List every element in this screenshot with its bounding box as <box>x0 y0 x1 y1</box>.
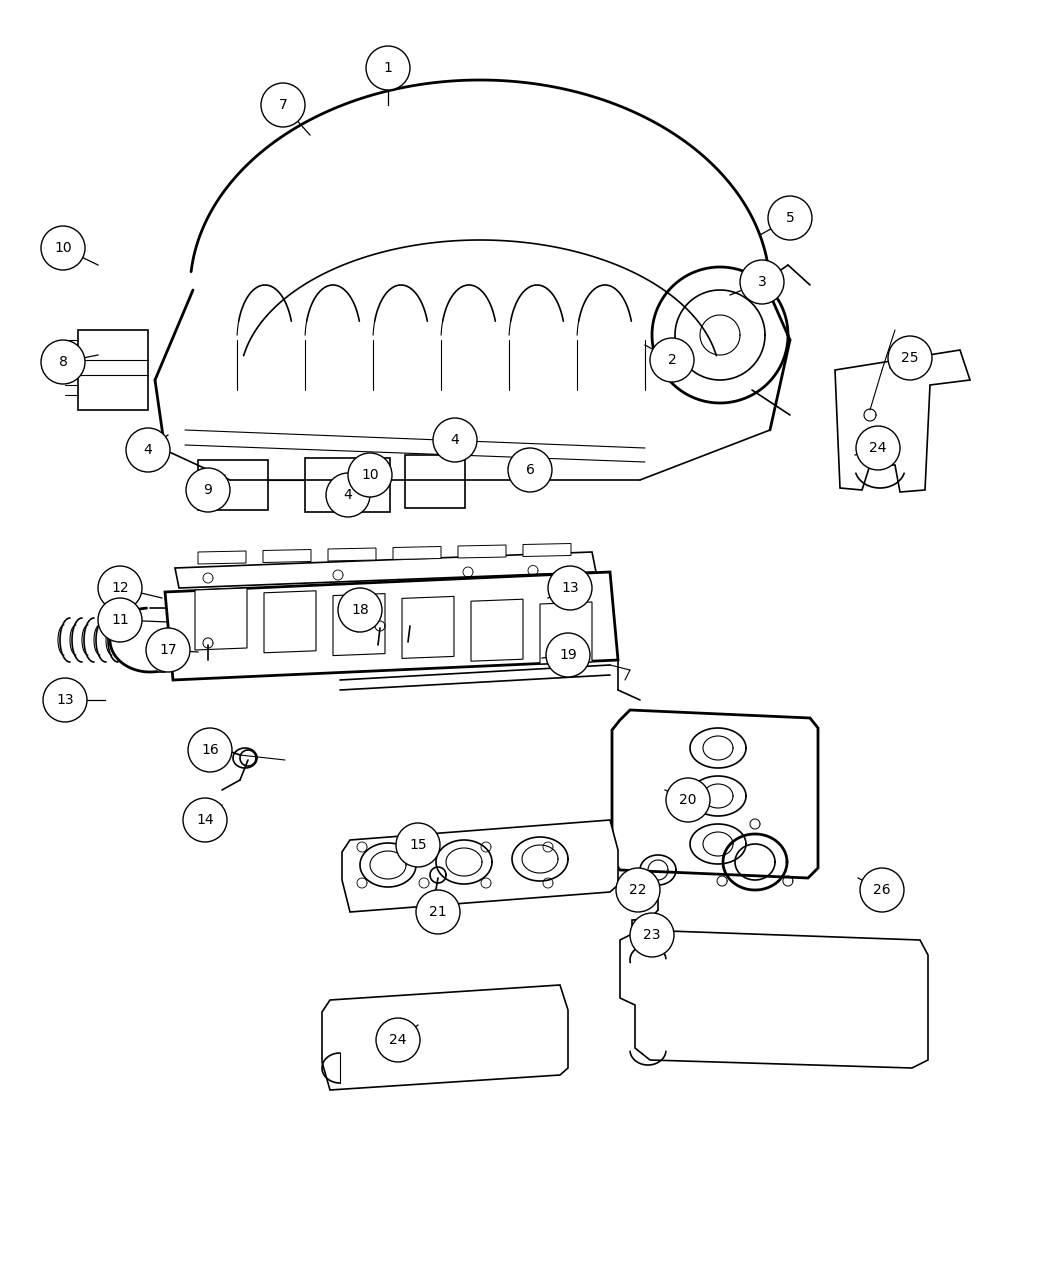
Text: 19: 19 <box>559 648 576 662</box>
Text: 12: 12 <box>111 581 129 595</box>
Polygon shape <box>322 986 568 1090</box>
Circle shape <box>630 913 674 958</box>
Text: 22: 22 <box>629 884 647 898</box>
Text: 13: 13 <box>57 694 74 708</box>
Text: 23: 23 <box>644 928 660 942</box>
Circle shape <box>366 46 410 91</box>
Circle shape <box>768 196 812 240</box>
Circle shape <box>338 588 382 632</box>
Text: 1: 1 <box>383 61 393 75</box>
Text: 20: 20 <box>679 793 697 807</box>
Polygon shape <box>333 594 385 655</box>
Text: 24: 24 <box>390 1033 406 1047</box>
Circle shape <box>183 798 227 842</box>
Circle shape <box>416 890 460 935</box>
Circle shape <box>616 868 660 912</box>
Polygon shape <box>304 458 390 513</box>
Circle shape <box>186 468 230 513</box>
Polygon shape <box>198 551 246 564</box>
Text: 14: 14 <box>196 813 214 827</box>
Circle shape <box>41 226 85 270</box>
Polygon shape <box>264 590 316 653</box>
Circle shape <box>98 566 142 609</box>
Text: 8: 8 <box>59 354 67 368</box>
Circle shape <box>860 868 904 912</box>
Polygon shape <box>175 552 596 588</box>
Circle shape <box>433 418 477 462</box>
Polygon shape <box>328 548 376 561</box>
Text: 3: 3 <box>758 275 766 289</box>
Circle shape <box>188 728 232 771</box>
Polygon shape <box>198 460 268 510</box>
Circle shape <box>348 453 392 497</box>
Circle shape <box>666 778 710 822</box>
Text: 26: 26 <box>874 884 890 898</box>
Text: 18: 18 <box>351 603 369 617</box>
Circle shape <box>261 83 304 128</box>
Circle shape <box>546 632 590 677</box>
Text: 2: 2 <box>668 353 676 367</box>
Polygon shape <box>165 572 618 680</box>
Polygon shape <box>342 820 618 912</box>
Circle shape <box>548 566 592 609</box>
Text: 25: 25 <box>901 351 919 365</box>
Polygon shape <box>540 602 592 664</box>
Circle shape <box>126 428 170 472</box>
Text: 7: 7 <box>278 98 288 112</box>
Circle shape <box>43 678 87 722</box>
Circle shape <box>650 338 694 382</box>
Polygon shape <box>393 547 441 560</box>
Polygon shape <box>471 599 523 662</box>
Polygon shape <box>620 929 928 1068</box>
Polygon shape <box>835 351 970 492</box>
Text: 15: 15 <box>410 838 426 852</box>
Polygon shape <box>405 455 465 507</box>
Text: 13: 13 <box>561 581 579 595</box>
Text: 24: 24 <box>869 441 887 455</box>
Circle shape <box>396 822 440 867</box>
Text: 10: 10 <box>55 241 71 255</box>
Text: 9: 9 <box>204 483 212 497</box>
Polygon shape <box>612 710 818 878</box>
Text: 4: 4 <box>343 488 353 502</box>
Polygon shape <box>458 544 506 558</box>
Text: 16: 16 <box>202 743 218 757</box>
Polygon shape <box>632 918 668 940</box>
Text: 10: 10 <box>361 468 379 482</box>
Text: 6: 6 <box>526 463 534 477</box>
Polygon shape <box>262 550 311 562</box>
Text: 17: 17 <box>160 643 176 657</box>
Circle shape <box>508 448 552 492</box>
Text: 4: 4 <box>450 434 460 448</box>
Circle shape <box>146 629 190 672</box>
Polygon shape <box>402 597 454 658</box>
Circle shape <box>376 1017 420 1062</box>
Text: 5: 5 <box>785 210 795 224</box>
Circle shape <box>856 426 900 470</box>
Circle shape <box>326 473 370 516</box>
Polygon shape <box>523 543 571 556</box>
Text: 11: 11 <box>111 613 129 627</box>
Polygon shape <box>78 330 148 411</box>
Circle shape <box>41 340 85 384</box>
Circle shape <box>98 598 142 643</box>
Polygon shape <box>195 588 247 650</box>
Text: 21: 21 <box>429 905 447 919</box>
Text: 4: 4 <box>144 442 152 456</box>
Circle shape <box>740 260 784 303</box>
Circle shape <box>888 337 932 380</box>
